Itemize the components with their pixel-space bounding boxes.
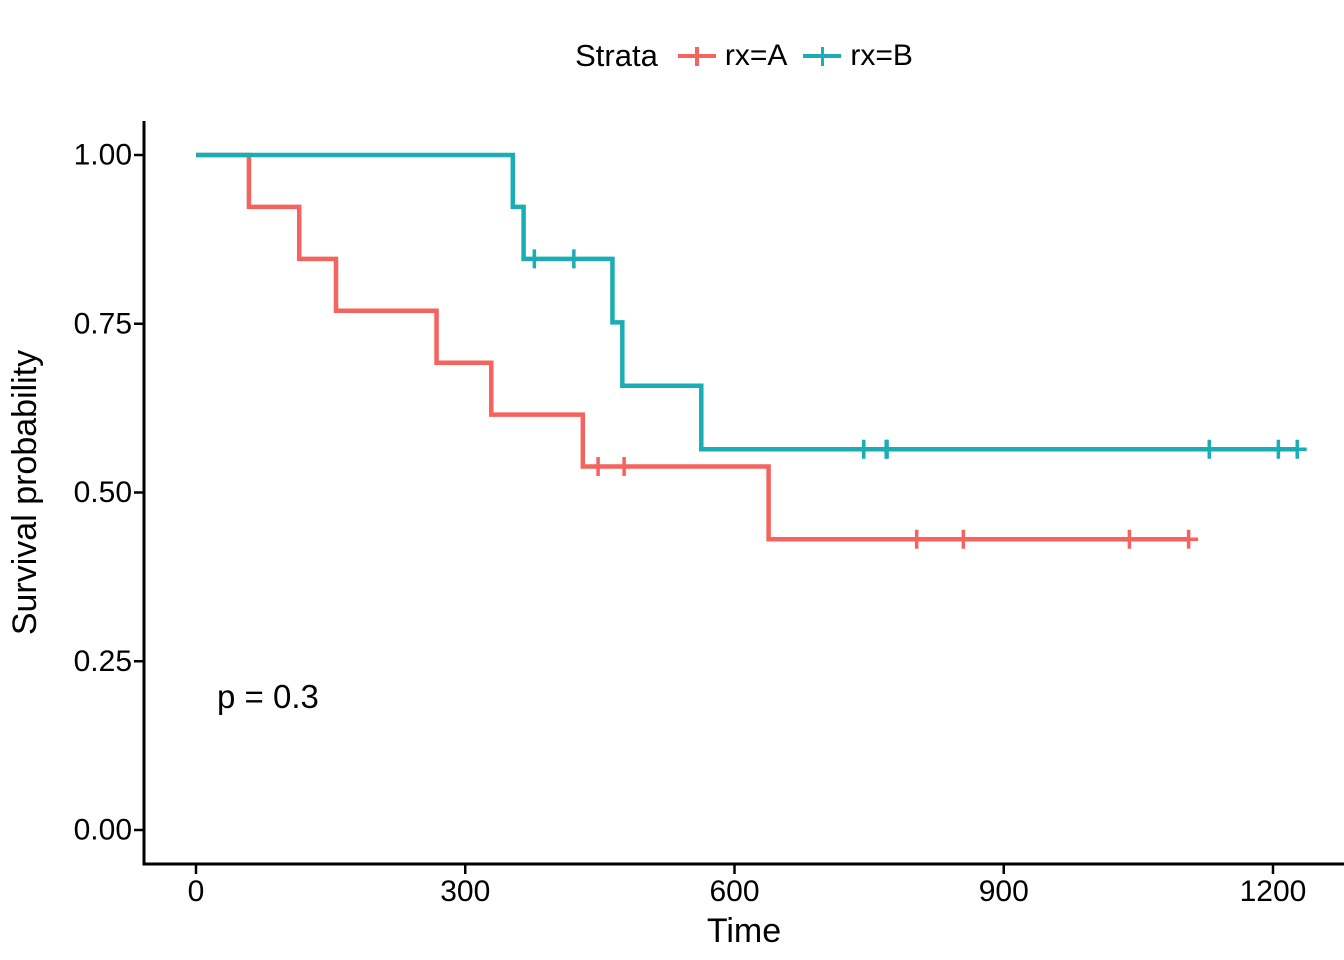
km-curve-1: [196, 152, 1298, 452]
x-tick-label: 900: [979, 875, 1029, 908]
legend-key-rx-b-icon: [803, 46, 842, 66]
x-tick-label: 1200: [1240, 875, 1307, 908]
y-axis-ticks: [134, 153, 143, 832]
y-axis-title: Survival probability: [6, 350, 44, 635]
legend-item-rx-a: rx=A: [677, 39, 788, 73]
censor-mark: [1268, 439, 1288, 459]
p-value-annotation: p = 0.3: [217, 678, 319, 715]
x-tick-label: 0: [188, 875, 205, 908]
censor-mark: [524, 249, 544, 269]
legend: Strata rx=A rx=B: [144, 38, 1344, 74]
y-tick-label: 0.75: [74, 307, 132, 340]
y-tick-label: 0.25: [74, 645, 132, 678]
legend-title: Strata: [575, 38, 658, 73]
censor-mark: [1119, 529, 1139, 549]
x-tick-label: 600: [709, 875, 759, 908]
censor-mark: [1199, 439, 1219, 459]
x-axis-title: Time: [707, 912, 781, 950]
legend-key-rx-a-icon: [677, 46, 716, 66]
censor-mark: [588, 457, 608, 477]
censor-mark: [877, 439, 897, 459]
legend-label-rx-a: rx=A: [724, 39, 788, 72]
censor-mark: [614, 457, 634, 477]
censor-marks-0: [588, 457, 1199, 549]
y-tick-label: 1.00: [74, 139, 132, 172]
y-tick-label: 0.00: [74, 814, 132, 847]
legend-key-censor-tick: [695, 46, 699, 66]
legend-key-censor-tick: [820, 46, 825, 66]
x-axis-ticks: [194, 865, 1275, 874]
legend-label-rx-b: rx=B: [850, 39, 913, 72]
censor-mark: [953, 529, 973, 549]
censor-marks-1: [524, 249, 1307, 459]
legend-item-rx-b: rx=B: [803, 39, 913, 73]
censor-mark: [1287, 439, 1307, 459]
km-curve-0: [196, 152, 1189, 542]
censor-mark: [907, 529, 927, 549]
censor-mark: [564, 249, 584, 269]
x-tick-label: 300: [440, 875, 490, 908]
censor-mark: [854, 439, 874, 459]
censor-mark: [1179, 529, 1199, 549]
y-tick-label: 0.50: [74, 476, 132, 509]
